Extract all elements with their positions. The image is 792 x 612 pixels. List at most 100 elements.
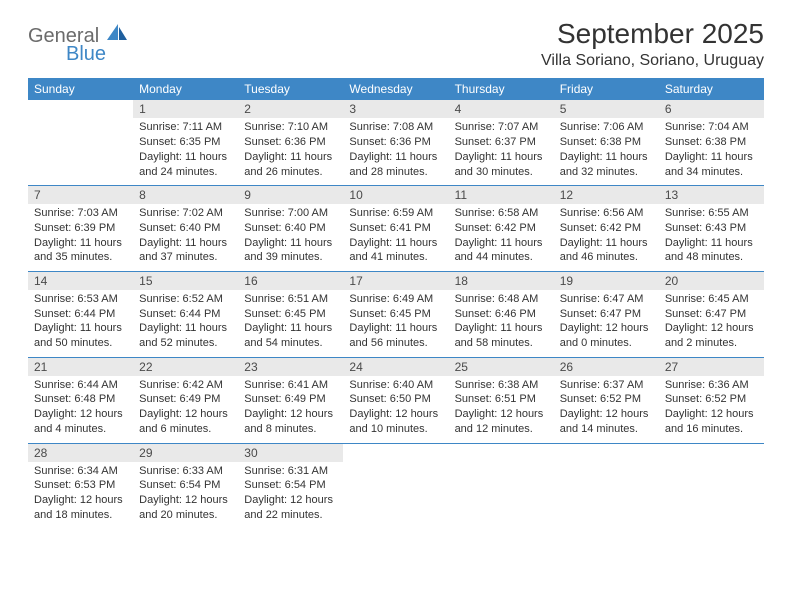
day-detail-cell <box>28 118 133 186</box>
sunset-text: Sunset: 6:49 PM <box>139 392 232 407</box>
daylight-text-1: Daylight: 12 hours <box>560 321 653 336</box>
day-detail-cell <box>554 462 659 529</box>
sunrise-text: Sunrise: 6:31 AM <box>244 464 337 479</box>
logo: General Blue <box>28 18 129 64</box>
sunrise-text: Sunrise: 7:02 AM <box>139 206 232 221</box>
sunrise-text: Sunrise: 7:11 AM <box>139 120 232 135</box>
daylight-text-2: and 18 minutes. <box>34 508 127 523</box>
daylight-text-1: Daylight: 11 hours <box>560 236 653 251</box>
daylight-text-2: and 16 minutes. <box>665 422 758 437</box>
sunrise-text: Sunrise: 6:55 AM <box>665 206 758 221</box>
col-monday: Monday <box>133 78 238 100</box>
sunset-text: Sunset: 6:44 PM <box>34 307 127 322</box>
week-daynum-row: 78910111213 <box>28 186 764 204</box>
sunrise-text: Sunrise: 6:36 AM <box>665 378 758 393</box>
week-daynum-row: 21222324252627 <box>28 358 764 376</box>
daylight-text-2: and 54 minutes. <box>244 336 337 351</box>
daylight-text-2: and 58 minutes. <box>455 336 548 351</box>
daylight-text-1: Daylight: 12 hours <box>665 407 758 422</box>
sunrise-text: Sunrise: 6:41 AM <box>244 378 337 393</box>
daylight-text-1: Daylight: 12 hours <box>665 321 758 336</box>
sunset-text: Sunset: 6:41 PM <box>349 221 442 236</box>
day-number-cell: 27 <box>659 358 764 376</box>
sunset-text: Sunset: 6:42 PM <box>455 221 548 236</box>
day-detail-cell: Sunrise: 7:02 AMSunset: 6:40 PMDaylight:… <box>133 204 238 272</box>
sunset-text: Sunset: 6:53 PM <box>34 478 127 493</box>
sunset-text: Sunset: 6:54 PM <box>244 478 337 493</box>
daylight-text-1: Daylight: 11 hours <box>665 150 758 165</box>
day-number-cell: 8 <box>133 186 238 204</box>
sunrise-text: Sunrise: 6:34 AM <box>34 464 127 479</box>
day-detail-cell: Sunrise: 6:41 AMSunset: 6:49 PMDaylight:… <box>238 376 343 444</box>
sunset-text: Sunset: 6:47 PM <box>560 307 653 322</box>
day-number-cell: 9 <box>238 186 343 204</box>
sunrise-text: Sunrise: 6:38 AM <box>455 378 548 393</box>
sunrise-text: Sunrise: 6:51 AM <box>244 292 337 307</box>
daylight-text-1: Daylight: 12 hours <box>560 407 653 422</box>
daylight-text-2: and 8 minutes. <box>244 422 337 437</box>
sunrise-text: Sunrise: 6:49 AM <box>349 292 442 307</box>
sunrise-text: Sunrise: 6:53 AM <box>34 292 127 307</box>
daylight-text-2: and 32 minutes. <box>560 165 653 180</box>
sunrise-text: Sunrise: 6:37 AM <box>560 378 653 393</box>
week-detail-row: Sunrise: 6:53 AMSunset: 6:44 PM Daylight:… <box>28 290 764 358</box>
day-number-cell: 12 <box>554 186 659 204</box>
daylight-text-1: Daylight: 12 hours <box>244 493 337 508</box>
daylight-text-2: and 35 minutes. <box>34 250 127 265</box>
day-detail-cell: Sunrise: 6:49 AMSunset: 6:45 PMDaylight:… <box>343 290 448 358</box>
col-wednesday: Wednesday <box>343 78 448 100</box>
sunset-text: Sunset: 6:49 PM <box>244 392 337 407</box>
day-detail-cell <box>659 462 764 529</box>
sunrise-text: Sunrise: 6:40 AM <box>349 378 442 393</box>
sunrise-text: Sunrise: 6:47 AM <box>560 292 653 307</box>
day-number-cell: 4 <box>449 100 554 118</box>
sunrise-text: Sunrise: 6:48 AM <box>455 292 548 307</box>
daylight-text-2: and 4 minutes. <box>34 422 127 437</box>
sunset-text: Sunset: 6:51 PM <box>455 392 548 407</box>
week-detail-row: Sunrise: 6:34 AMSunset: 6:53 PM Daylight:… <box>28 462 764 529</box>
sunset-text: Sunset: 6:52 PM <box>560 392 653 407</box>
sunset-text: Sunset: 6:38 PM <box>665 135 758 150</box>
day-number-cell <box>659 444 764 462</box>
sunrise-text: Sunrise: 7:00 AM <box>244 206 337 221</box>
day-detail-cell: Sunrise: 7:00 AMSunset: 6:40 PMDaylight:… <box>238 204 343 272</box>
day-detail-cell: Sunrise: 7:10 AMSunset: 6:36 PMDaylight:… <box>238 118 343 186</box>
day-detail-cell: Sunrise: 7:03 AMSunset: 6:39 PMDaylight:… <box>28 204 133 272</box>
daylight-text-2: and 20 minutes. <box>139 508 232 523</box>
sunset-text: Sunset: 6:39 PM <box>34 221 127 236</box>
daylight-text-1: Daylight: 11 hours <box>349 236 442 251</box>
day-detail-cell: Sunrise: 7:11 AMSunset: 6:35 PMDaylight:… <box>133 118 238 186</box>
day-detail-cell <box>449 462 554 529</box>
daylight-text-2: and 30 minutes. <box>455 165 548 180</box>
sunset-text: Sunset: 6:36 PM <box>244 135 337 150</box>
day-number-cell: 21 <box>28 358 133 376</box>
title-location: Villa Soriano, Soriano, Uruguay <box>541 52 764 70</box>
day-detail-cell: Sunrise: 6:55 AMSunset: 6:43 PMDaylight:… <box>659 204 764 272</box>
day-detail-cell: Sunrise: 6:40 AMSunset: 6:50 PMDaylight:… <box>343 376 448 444</box>
sunset-text: Sunset: 6:50 PM <box>349 392 442 407</box>
col-tuesday: Tuesday <box>238 78 343 100</box>
daylight-text-2: and 41 minutes. <box>349 250 442 265</box>
daylight-text-2: and 39 minutes. <box>244 250 337 265</box>
sunset-text: Sunset: 6:40 PM <box>244 221 337 236</box>
day-detail-cell: Sunrise: 6:56 AMSunset: 6:42 PMDaylight:… <box>554 204 659 272</box>
calendar-body: 123456Sunrise: 7:11 AMSunset: 6:35 PMDay… <box>28 100 764 529</box>
daylight-text-1: Daylight: 11 hours <box>665 236 758 251</box>
daylight-text-2: and 28 minutes. <box>349 165 442 180</box>
week-daynum-row: 282930 <box>28 444 764 462</box>
day-number-cell: 17 <box>343 272 448 290</box>
sunset-text: Sunset: 6:45 PM <box>244 307 337 322</box>
day-number-cell: 15 <box>133 272 238 290</box>
day-detail-cell: Sunrise: 6:52 AMSunset: 6:44 PMDaylight:… <box>133 290 238 358</box>
daylight-text-1: Daylight: 12 hours <box>139 493 232 508</box>
day-number-cell: 7 <box>28 186 133 204</box>
daylight-text-1: Daylight: 11 hours <box>455 236 548 251</box>
day-number-cell: 2 <box>238 100 343 118</box>
daylight-text-2: and 0 minutes. <box>560 336 653 351</box>
daylight-text-2: and 24 minutes. <box>139 165 232 180</box>
daylight-text-1: Daylight: 11 hours <box>34 236 127 251</box>
sunrise-text: Sunrise: 6:45 AM <box>665 292 758 307</box>
daylight-text-1: Daylight: 11 hours <box>455 321 548 336</box>
daylight-text-1: Daylight: 11 hours <box>349 150 442 165</box>
daylight-text-1: Daylight: 11 hours <box>244 236 337 251</box>
